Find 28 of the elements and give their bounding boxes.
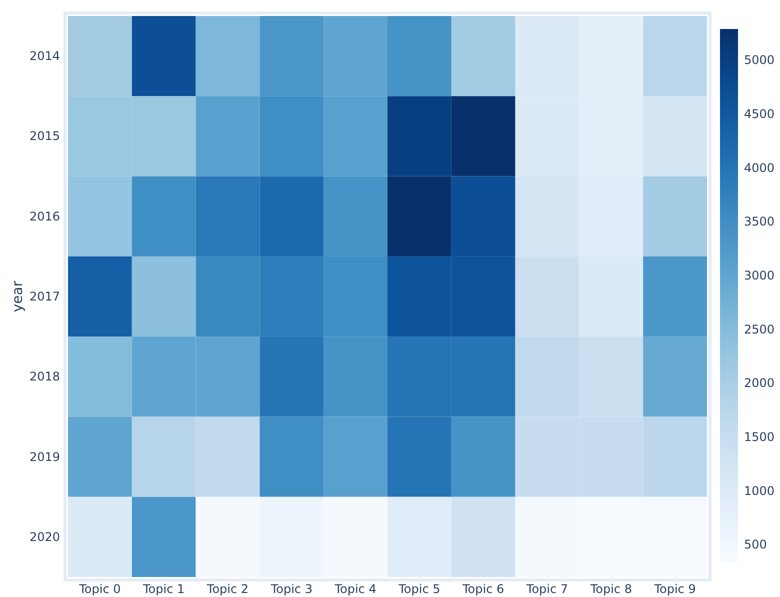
color-bar-label: 1000 [744, 484, 775, 498]
y-tick-label: 2014 [29, 49, 60, 64]
x-tick-label: Topic 5 [398, 582, 440, 596]
y-tick-label: 2017 [29, 290, 60, 304]
color-bar-label: 3000 [744, 268, 775, 283]
color-bar-label: 1500 [744, 430, 775, 444]
x-tick-label: Topic 2 [206, 582, 249, 596]
color-bar-label: 2500 [744, 322, 775, 336]
y-axis-title: year [10, 280, 26, 312]
x-tick-label: Topic 1 [142, 582, 185, 596]
color-bar-label: 4000 [744, 160, 775, 175]
y-tick-label: 2016 [29, 209, 60, 224]
color-bar-label: 4500 [744, 107, 775, 122]
color-bar-label: 3500 [744, 214, 775, 229]
y-tick-label: 2015 [29, 129, 60, 144]
x-tick-label: Topic 9 [653, 582, 696, 596]
x-tick-label: Topic 6 [462, 582, 504, 596]
x-tick-label: Topic 8 [589, 582, 632, 596]
color-bar-label: 5000 [744, 53, 775, 68]
x-tick-label: Topic 3 [270, 582, 312, 596]
y-tick-label: 2020 [29, 530, 60, 544]
y-tick-label: 2018 [29, 370, 60, 384]
y-tick-label: 2019 [29, 450, 60, 464]
color-bar-label: 500 [744, 538, 767, 552]
color-bar-label: 2000 [744, 376, 775, 390]
x-tick-label: Topic 7 [525, 582, 568, 596]
x-tick-label: Topic 0 [78, 582, 121, 596]
x-tick-label: Topic 4 [334, 582, 376, 596]
